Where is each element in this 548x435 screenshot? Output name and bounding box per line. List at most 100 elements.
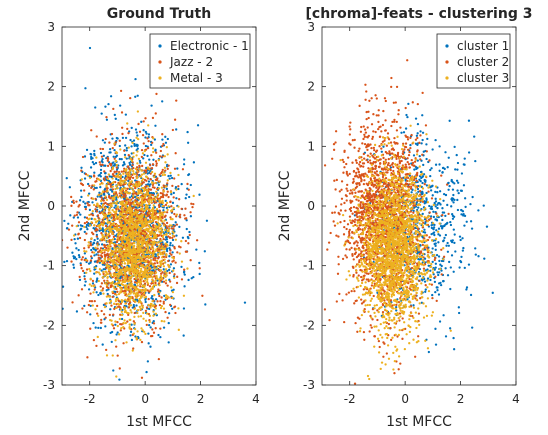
data-point xyxy=(425,197,427,199)
data-point xyxy=(410,191,412,193)
data-point xyxy=(155,152,157,154)
data-point xyxy=(430,167,432,169)
data-point xyxy=(100,289,102,291)
data-point xyxy=(415,143,417,145)
data-point xyxy=(171,308,173,310)
data-point xyxy=(150,201,152,203)
data-point xyxy=(112,369,114,371)
data-point xyxy=(147,124,149,126)
data-point xyxy=(198,194,200,196)
data-point xyxy=(174,168,176,170)
data-point xyxy=(115,375,117,377)
data-point xyxy=(146,252,148,254)
data-point xyxy=(417,132,419,134)
data-point xyxy=(139,285,141,287)
data-point xyxy=(492,292,494,294)
data-point xyxy=(150,233,152,235)
data-point xyxy=(95,253,97,255)
data-point xyxy=(158,231,160,233)
data-point xyxy=(80,170,82,172)
data-point xyxy=(89,262,91,264)
data-point xyxy=(185,251,187,253)
data-point xyxy=(138,233,140,235)
data-point xyxy=(70,260,72,262)
data-point xyxy=(105,185,107,187)
data-point xyxy=(179,216,181,218)
data-point xyxy=(158,244,160,246)
data-point xyxy=(160,172,162,174)
data-point xyxy=(196,239,198,241)
data-point xyxy=(154,282,156,284)
data-point xyxy=(454,250,456,252)
data-point xyxy=(426,138,428,140)
data-point xyxy=(149,276,151,278)
data-point xyxy=(138,181,140,183)
data-point xyxy=(449,288,451,290)
data-point xyxy=(116,230,118,232)
data-point xyxy=(425,288,427,290)
data-point xyxy=(126,202,128,204)
data-point xyxy=(163,234,165,236)
data-point xyxy=(183,163,185,165)
data-point xyxy=(177,205,179,207)
data-point xyxy=(128,222,130,224)
data-point xyxy=(145,301,147,303)
data-point xyxy=(155,307,157,309)
data-point xyxy=(133,316,135,318)
data-point xyxy=(133,207,135,209)
data-point xyxy=(141,173,143,175)
data-point xyxy=(129,164,131,166)
data-point xyxy=(166,285,168,287)
data-point xyxy=(152,254,154,256)
data-point xyxy=(103,313,105,315)
data-point xyxy=(192,276,194,278)
data-point xyxy=(113,266,115,268)
data-point xyxy=(120,291,122,293)
data-point xyxy=(94,308,96,310)
data-point xyxy=(129,173,131,175)
data-point xyxy=(112,354,114,356)
data-point xyxy=(107,157,109,159)
data-point xyxy=(91,218,93,220)
data-point xyxy=(146,324,148,326)
data-point xyxy=(139,162,141,164)
data-point xyxy=(173,267,175,269)
data-point xyxy=(155,160,157,162)
data-point xyxy=(438,255,440,257)
data-point xyxy=(420,180,422,182)
data-point xyxy=(83,250,85,252)
data-point xyxy=(173,196,175,198)
data-point xyxy=(138,274,140,276)
data-point xyxy=(112,296,114,298)
data-point xyxy=(99,163,101,165)
data-point xyxy=(185,240,187,242)
data-point xyxy=(74,242,76,244)
data-point xyxy=(138,158,140,160)
data-point xyxy=(86,221,88,223)
data-point xyxy=(118,378,120,380)
data-point xyxy=(82,256,84,258)
data-point xyxy=(104,306,106,308)
data-point xyxy=(133,242,135,244)
data-point xyxy=(110,286,112,288)
data-point xyxy=(124,303,126,305)
data-point xyxy=(152,147,154,149)
data-point xyxy=(102,249,104,251)
data-point xyxy=(147,282,149,284)
data-point xyxy=(153,322,155,324)
data-point xyxy=(167,153,169,155)
data-point xyxy=(170,193,172,195)
data-point xyxy=(160,240,162,242)
data-point xyxy=(125,242,127,244)
data-point xyxy=(166,250,168,252)
data-point xyxy=(100,175,102,177)
data-point xyxy=(145,180,147,182)
data-point xyxy=(152,137,154,139)
data-point xyxy=(442,200,444,202)
data-point xyxy=(456,154,458,156)
data-point xyxy=(158,223,160,225)
data-point xyxy=(144,249,146,251)
data-point xyxy=(151,208,153,210)
data-point xyxy=(107,250,109,252)
data-point xyxy=(158,295,160,297)
